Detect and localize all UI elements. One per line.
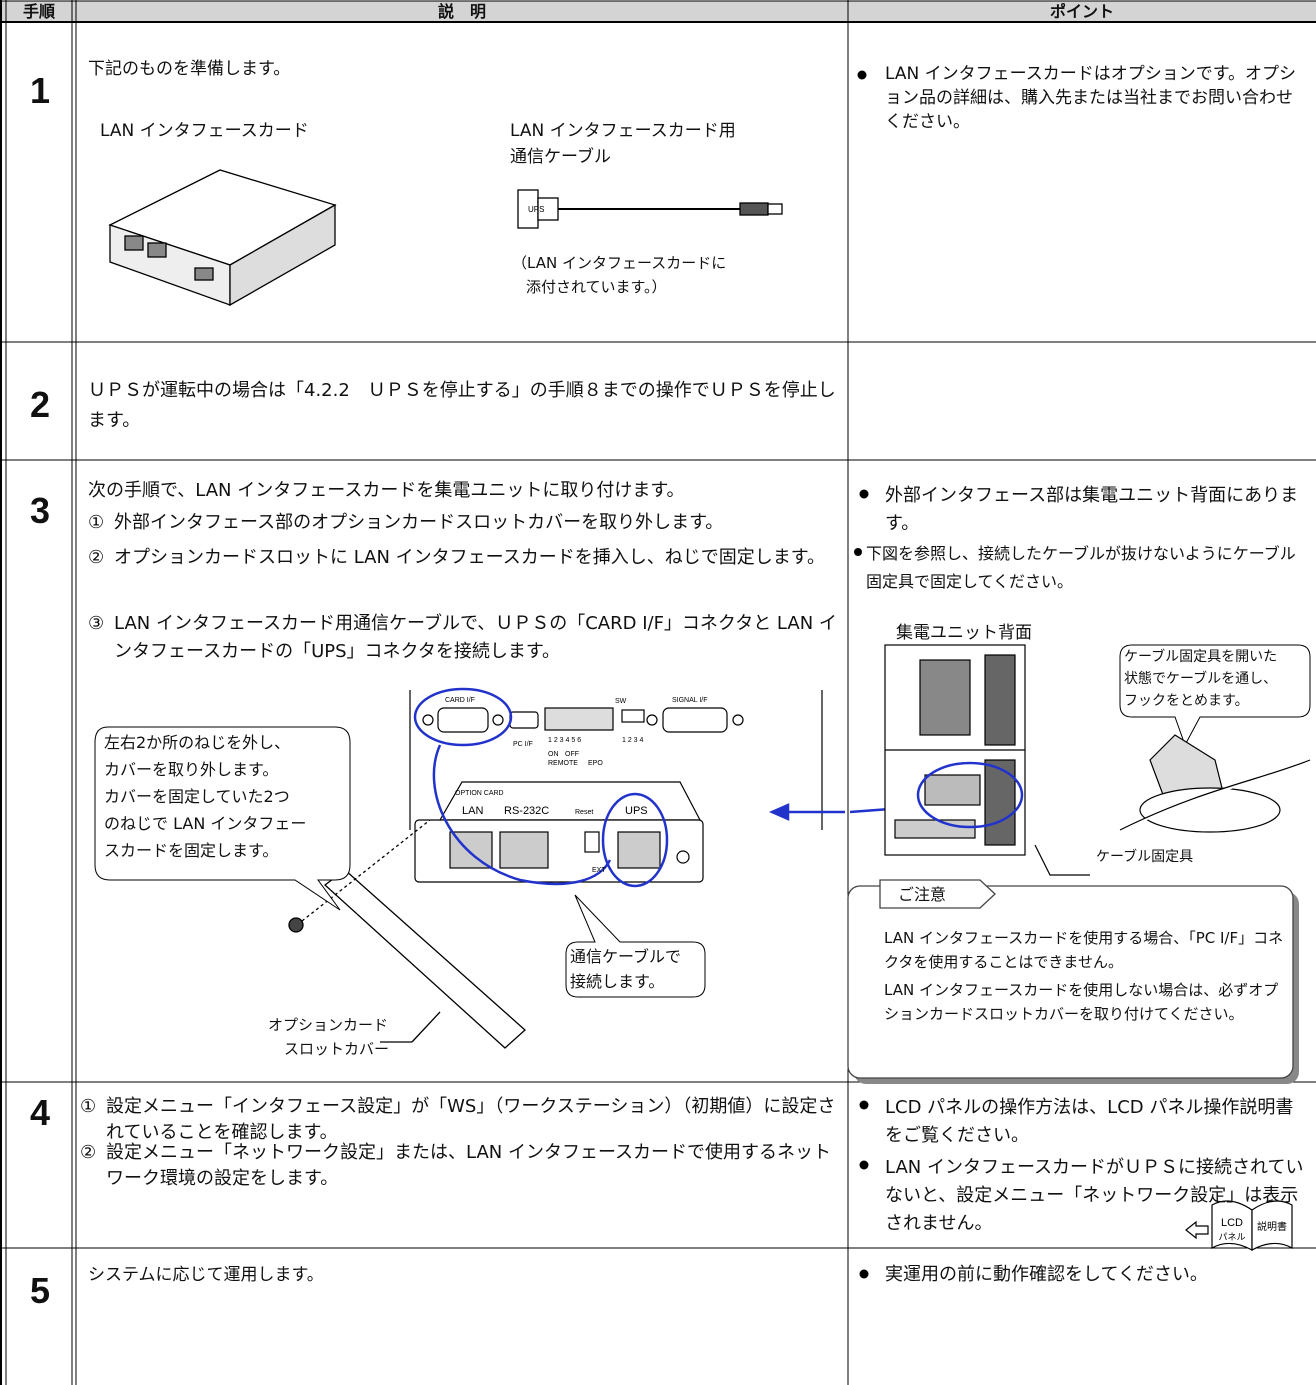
book-label: パネル (1218, 1232, 1245, 1242)
description: 次の手順で、LAN インタフェースカードを集電ユニットに取り付けます。 (88, 480, 685, 501)
item-marker: ① (80, 1096, 97, 1117)
book-label: 説明書 (1257, 1220, 1287, 1233)
step-number: 1 (29, 70, 51, 111)
callout-text: カバーを固定していた2つ (104, 787, 290, 806)
figure-label: オプションカード (268, 1016, 389, 1034)
caution-title: ご注意 (898, 885, 947, 904)
item-marker: ③ (88, 613, 105, 634)
panel-label: Reset (575, 809, 593, 816)
step-number: 2 (29, 384, 51, 425)
item-text: 外部インタフェース部のオプションカードスロットカバーを取り外します。 (114, 512, 724, 533)
figure-label: 集電ユニット背面 (896, 623, 1032, 643)
point: 実運用の前に動作確認をしてください。 (885, 1264, 1208, 1285)
point: LAN インタフェースカードがＵＰＳに接続されていないと、設定メニュー「ネットワ… (885, 1157, 1304, 1234)
point: 下図を参照し、接続したケーブルが抜けないようにケーブル固定具で固定してください。 (866, 544, 1296, 591)
panel-label: REMOTE (548, 760, 578, 767)
panel-label: 1 2 3 4 (622, 737, 644, 744)
callout-text: 通信ケーブルで (570, 947, 682, 966)
panel-label: OFF (565, 751, 579, 758)
book-label: LCD (1221, 1217, 1243, 1229)
point: LAN インタフェースカードはオプションです。オプション品の詳細は、購入先または… (885, 64, 1297, 132)
item-text: LAN インタフェースカード用通信ケーブルで、ＵＰＳの「CARD I/F」コネク… (114, 613, 837, 662)
callout-text: ケーブル固定具を開いた (1124, 649, 1278, 665)
figure-label: ケーブル固定具 (1096, 849, 1194, 865)
callout-text: スカードを固定します。 (104, 841, 279, 860)
figure-note: 添付されています。） (526, 278, 667, 296)
panel-label: ON (548, 751, 559, 758)
header-description: 説 明 (437, 2, 486, 21)
point: 外部インタフェース部は集電ユニット背面にあります。 (885, 485, 1299, 534)
description: システムに応じて運用します。 (88, 1265, 324, 1285)
panel-label: 1 2 3 4 5 6 (548, 737, 581, 744)
description: 下記のものを準備します。 (88, 59, 291, 79)
callout-text: 接続します。 (570, 972, 665, 991)
step-item: ② オプションカードスロットに LAN インタフェースカードを挿入し、ねじで固定し… (88, 544, 848, 572)
panel-label: UPS (625, 805, 648, 817)
panel-label: SIGNAL I/F (672, 697, 708, 704)
panel-label: PC I/F (513, 741, 533, 748)
item-marker: ② (80, 1142, 97, 1163)
panel-label: CARD I/F (445, 697, 475, 704)
step-item: ① 設定メニュー「インタフェース設定」が「WS」（ワークステーション）（初期値）に… (80, 1094, 840, 1146)
item-marker: ② (88, 547, 105, 568)
callout-text: フックをとめます。 (1124, 693, 1249, 709)
step-item: ③ LAN インタフェースカード用通信ケーブルで、ＵＰＳの「CARD I/F」コネ… (88, 610, 848, 666)
figure-label: LAN インタフェースカード用 (510, 121, 736, 141)
description: ＵＰＳが運転中の場合は「4.2.2 ＵＰＳを停止する」の手順８までの操作でＵＰＳ… (88, 380, 836, 431)
caution-item: LAN インタフェースカードを使用しない場合は、必ずオプションカードスロットカバ… (884, 981, 1279, 1023)
panel-label: RS-232C (504, 805, 549, 817)
callout-text: 左右2か所のねじを外し、 (104, 733, 291, 752)
step-number: 5 (29, 1270, 51, 1311)
callout-text: のねじで LAN インタフェー (104, 814, 307, 833)
panel-label: OPTION CARD (455, 790, 504, 797)
item-text: 設定メニュー「ネットワーク設定」または、LAN インタフェースカードで使用するネ… (106, 1142, 832, 1189)
step-number: 4 (29, 1092, 51, 1133)
item-text: 設定メニュー「インタフェース設定」が「WS」（ワークステーション）（初期値）に設… (106, 1096, 836, 1143)
point: LCD パネルの操作方法は、LCD パネル操作説明書をご覧ください。 (885, 1097, 1294, 1146)
step-number: 3 (29, 490, 51, 531)
step-item: ② 設定メニュー「ネットワーク設定」または、LAN インタフェースカードで使用する… (80, 1140, 840, 1192)
figure-label: LAN インタフェースカード (100, 121, 309, 141)
panel-label: SW (615, 698, 627, 705)
caution-item: LAN インタフェースカードを使用する場合、「PC I/F」コネクタを使用するこ… (884, 929, 1284, 971)
item-marker: ① (88, 512, 105, 533)
callout-text: カバーを取り外します。 (104, 760, 279, 779)
figure-label: 通信ケーブル (510, 147, 611, 167)
step-item: ① 外部インタフェース部のオプションカードスロットカバーを取り外します。 (88, 510, 848, 536)
connector-label: UPS (528, 205, 544, 214)
header-step: 手順 (22, 2, 55, 21)
header-point: ポイント (1049, 2, 1114, 21)
item-text: オプションカードスロットに LAN インタフェースカードを挿入し、ねじで固定しま… (114, 547, 825, 568)
figure-note: （LAN インタフェースカードに (512, 254, 727, 272)
callout-text: 状態でケーブルを通し、 (1124, 671, 1278, 687)
panel-label: EXT (592, 867, 606, 874)
panel-label: EPO (588, 760, 603, 767)
figure-label: スロットカバー (284, 1040, 390, 1058)
panel-label: LAN (462, 805, 483, 817)
